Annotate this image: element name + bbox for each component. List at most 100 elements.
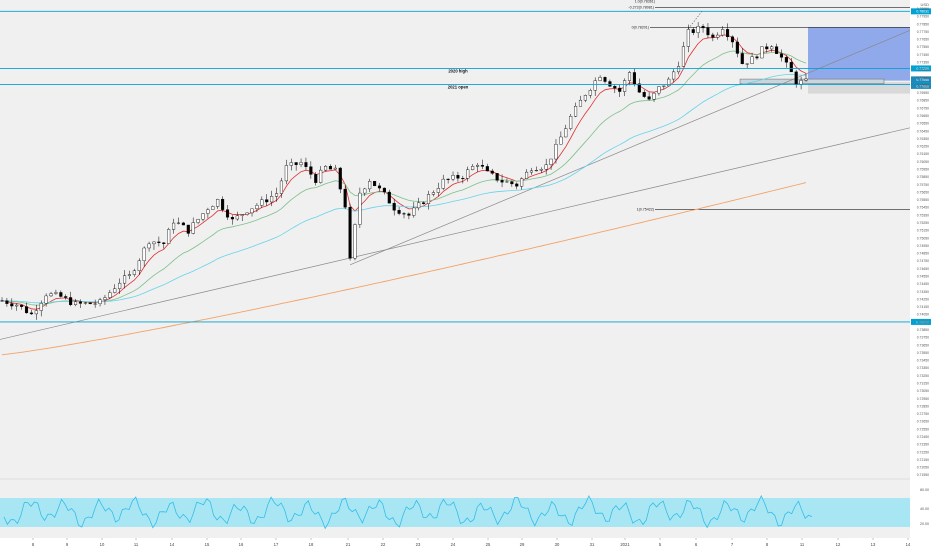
ema-long-line xyxy=(1,182,807,356)
candle xyxy=(745,63,749,69)
candle-body-up xyxy=(716,34,720,38)
candle-body-up xyxy=(216,199,220,207)
candle xyxy=(235,211,239,221)
candle-body-up xyxy=(578,99,583,107)
candle xyxy=(456,171,460,182)
candle-body-down xyxy=(162,242,166,244)
candle-body-up xyxy=(574,106,578,117)
candle xyxy=(127,270,132,280)
candle-body-up xyxy=(657,86,661,94)
candle-body-up xyxy=(211,206,215,210)
candle-body-up xyxy=(358,192,362,225)
candle xyxy=(549,158,553,170)
candle xyxy=(392,198,396,216)
candle xyxy=(691,27,695,36)
candle xyxy=(29,309,33,315)
target-zone[interactable] xyxy=(808,27,910,81)
y-tick-label: 0.75750 xyxy=(917,183,929,187)
candle xyxy=(520,177,524,190)
candle-body-up xyxy=(289,162,293,166)
candle-body-up xyxy=(804,78,808,81)
x-tick-label: 17 xyxy=(274,542,279,547)
candle-body-down xyxy=(510,181,514,185)
fib-tool[interactable]: -0.272(0.78081) 0(0.78201) 1(0.75422) 1.0(0… xyxy=(628,0,910,211)
x-tick-label: 13 xyxy=(871,542,876,547)
y-tick-label: 0.75050 xyxy=(917,236,929,240)
candle-body-down xyxy=(647,96,651,100)
candle-body-up xyxy=(627,72,632,81)
candle-body-up xyxy=(770,46,774,50)
candle xyxy=(93,299,97,308)
candle-body-up xyxy=(593,80,597,91)
candle-body-up xyxy=(54,292,58,294)
candle-body-down xyxy=(392,202,396,211)
candle xyxy=(265,194,269,207)
y-tick-label: 0.72250 xyxy=(917,450,929,454)
candle-body-up xyxy=(172,222,176,230)
candle-body-up xyxy=(319,169,323,183)
trendline-long[interactable] xyxy=(0,127,911,340)
candle xyxy=(348,203,352,261)
trendline-short[interactable] xyxy=(349,30,911,266)
x-tick-label: 6 xyxy=(695,542,698,547)
candle-body-up xyxy=(412,207,416,216)
candle xyxy=(574,102,578,118)
candle-body-down xyxy=(78,301,82,304)
trendline-dashed[interactable] xyxy=(688,9,704,30)
candle-body-down xyxy=(338,167,342,190)
position-box[interactable] xyxy=(739,78,885,84)
candle-body-down xyxy=(20,304,24,307)
candle xyxy=(368,178,372,192)
candle-body-up xyxy=(103,297,107,300)
candle xyxy=(529,167,534,175)
candle xyxy=(657,86,661,96)
candle-body-up xyxy=(284,165,288,182)
candle-body-down xyxy=(5,300,9,304)
candle xyxy=(255,203,259,213)
time-axis[interactable]: 8 9 10 11 14 15 16 17 18 21 22 23 24 25 29 30 31 2021 5 6 7 8… xyxy=(32,538,911,547)
candle xyxy=(485,163,489,172)
candle xyxy=(461,175,465,184)
candle-body-up xyxy=(569,116,573,129)
x-tick-label: 15 xyxy=(205,542,210,547)
x-tick-label: 12 xyxy=(836,542,841,547)
stop-zone[interactable] xyxy=(808,82,910,94)
trendlines[interactable] xyxy=(0,9,911,340)
candle xyxy=(578,95,583,107)
candle xyxy=(363,187,367,197)
candle-body-down xyxy=(59,292,63,297)
candle xyxy=(804,73,808,82)
candle-body-up xyxy=(598,77,602,81)
current-price-tag-text: 0.77000 xyxy=(916,84,929,88)
candle-body-down xyxy=(343,188,347,208)
y-tick-label: 0.73750 xyxy=(917,336,929,340)
candle xyxy=(78,299,82,309)
candle xyxy=(770,45,774,52)
y-tick-label: 0.74150 xyxy=(917,305,929,309)
fib-top-label: 1.0(0.78361) xyxy=(635,0,655,4)
candle xyxy=(132,268,136,277)
y-tick-label: 0.74650 xyxy=(917,267,929,271)
candle-body-up xyxy=(475,165,480,167)
candle-body-up xyxy=(196,219,200,223)
candle-body-down xyxy=(377,185,382,189)
y-tick-label: 0.74450 xyxy=(917,282,929,286)
candle xyxy=(583,94,587,103)
candle-body-up xyxy=(250,208,254,214)
candle xyxy=(240,214,244,222)
candle-body-up xyxy=(652,92,656,100)
candle xyxy=(314,172,318,186)
moving-averages xyxy=(1,34,807,356)
candle-body-up xyxy=(83,302,87,304)
candle xyxy=(407,212,411,220)
candle-body-up xyxy=(559,136,563,145)
candle-body-up xyxy=(152,241,156,245)
candle xyxy=(750,52,754,64)
y-tick-label: 0.75650 xyxy=(917,190,929,194)
candle-body-down xyxy=(348,207,352,259)
y-tick-label: 0.77450 xyxy=(917,53,929,57)
level-price-tag-text: 0.78031 xyxy=(916,10,929,14)
price-axis[interactable]: 0.78050 0.77950 0.77850 0.77750 0.77650 0.775… xyxy=(917,2,929,477)
